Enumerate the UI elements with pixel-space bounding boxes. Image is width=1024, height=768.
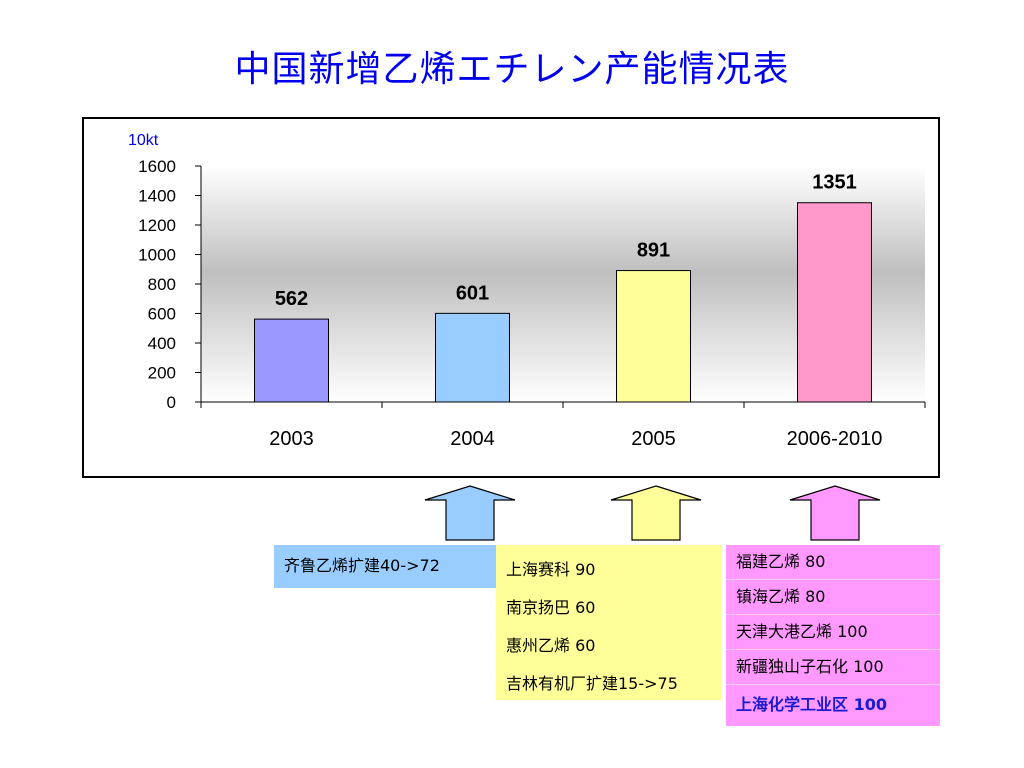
project-item: 惠州乙烯 60 <box>506 636 596 655</box>
project-item: 新疆独山子石化 100 <box>726 650 940 685</box>
bar <box>254 318 329 403</box>
bar-chart: 10kt 0 200 400 600 800 1000 1200 1400 1600 2003 2… <box>128 132 926 450</box>
project-item-highlight: 上海化学工业区 100 <box>736 695 887 714</box>
bar <box>616 270 691 403</box>
project-item: 南京扬巴 60 <box>506 598 596 617</box>
arrow-shape-1 <box>424 485 516 541</box>
project-box-2005: 上海赛科 90 南京扬巴 60 惠州乙烯 60 吉林有机厂扩建15->75 <box>496 545 722 700</box>
y-tick-label: 400 <box>148 334 176 353</box>
x-tick-label: 2006-2010 <box>787 428 883 450</box>
project-item: 上海赛科 90 <box>506 560 596 579</box>
y-tick-label: 1400 <box>138 187 176 206</box>
bar <box>435 312 510 403</box>
project-box-2006-2010: 福建乙烯 80 镇海乙烯 80 天津大港乙烯 100 新疆独山子石化 100 上… <box>726 545 940 726</box>
arrow-shape-2 <box>610 485 702 541</box>
y-tick-label: 600 <box>148 305 176 324</box>
up-arrow-icon <box>424 485 516 541</box>
project-item: 福建乙烯 80 <box>726 545 940 580</box>
project-item: 齐鲁乙烯扩建40->72 <box>284 556 440 575</box>
y-tick-label: 800 <box>148 275 176 294</box>
project-box-2004: 齐鲁乙烯扩建40->72 <box>274 545 496 588</box>
up-arrow-icon <box>789 485 881 541</box>
up-arrow-icon <box>610 485 702 541</box>
y-tick-label: 1000 <box>138 246 176 265</box>
y-tick-label: 1600 <box>138 157 176 176</box>
data-label: 1351 <box>812 172 857 194</box>
y-tick-label: 1200 <box>138 216 176 235</box>
data-label: 562 <box>275 288 308 310</box>
arrow-shape-3 <box>789 485 881 541</box>
x-tick-label: 2004 <box>450 428 495 450</box>
chart-frame: 10kt 0 200 400 600 800 1000 1200 1400 1600 2003 2… <box>82 117 940 478</box>
x-tick-label: 2003 <box>269 428 314 450</box>
bar <box>797 202 872 403</box>
y-tick-label: 0 <box>167 393 176 412</box>
x-tick-label: 2005 <box>631 428 676 450</box>
page-title: 中国新增乙烯エチレン产能情况表 <box>234 49 790 90</box>
y-tick-label: 200 <box>148 364 176 383</box>
project-item: 吉林有机厂扩建15->75 <box>506 674 678 693</box>
data-label: 601 <box>456 282 489 304</box>
data-label: 891 <box>637 240 670 262</box>
unit-label: 10kt <box>128 132 159 149</box>
project-item: 天津大港乙烯 100 <box>726 615 940 650</box>
project-item: 镇海乙烯 80 <box>726 580 940 615</box>
